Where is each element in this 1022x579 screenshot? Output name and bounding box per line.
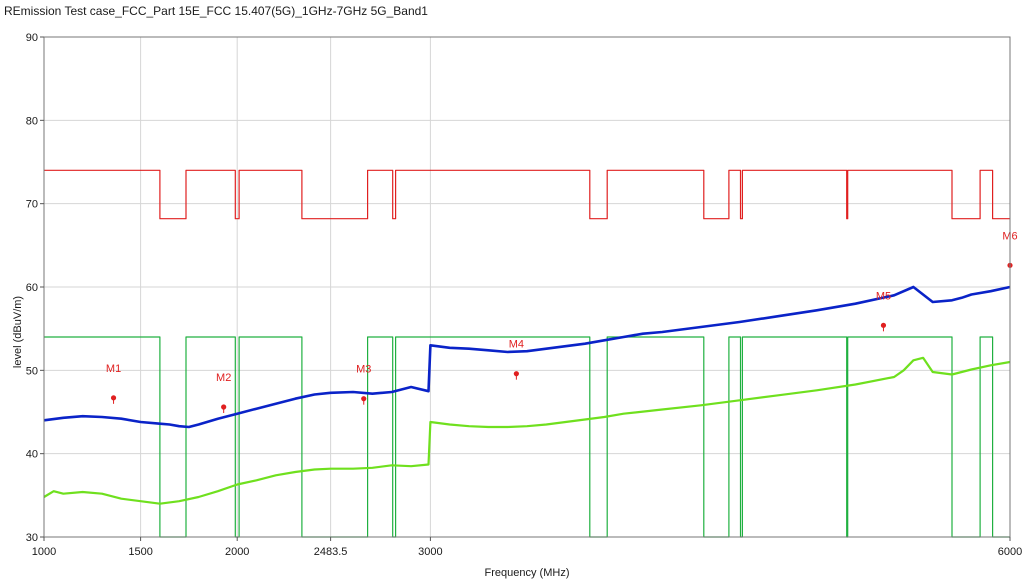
x-tick-label: 1500 xyxy=(128,546,152,558)
chart-title: REmission Test case_FCC_Part 15E_FCC 15.… xyxy=(4,4,428,18)
x-axis-label: Frequency (MHz) xyxy=(485,567,570,579)
x-tick-label: 2483.5 xyxy=(314,546,348,558)
x-tick-label: 2000 xyxy=(225,546,249,558)
marker-point xyxy=(880,322,887,328)
marker-label: M3 xyxy=(356,364,371,376)
y-tick-label: 70 xyxy=(26,199,38,211)
marker-point xyxy=(513,371,519,377)
x-axis: 1000 1500 2000 2483.5 3000 6000 xyxy=(32,537,1022,558)
x-tick-label: 1000 xyxy=(32,546,56,558)
y-tick-label: 30 xyxy=(26,532,38,544)
x-tick-label: 3000 xyxy=(418,546,442,558)
y-tick-label: 40 xyxy=(26,449,38,461)
marker-label: M5 xyxy=(876,290,891,302)
average-limit-line xyxy=(44,336,1010,538)
y-axis-label: level (dBuV/m) xyxy=(12,296,24,368)
y-tick-label: 90 xyxy=(26,32,38,44)
marker-label: M4 xyxy=(509,339,524,351)
y-tick-label: 50 xyxy=(26,365,38,377)
marker-point xyxy=(361,396,367,402)
grid-lines xyxy=(43,36,1011,538)
marker-label: M1 xyxy=(106,363,121,375)
peak-limit-line xyxy=(44,169,1010,220)
marker-point xyxy=(110,395,117,401)
series-group xyxy=(43,169,1011,538)
average-line xyxy=(43,356,1011,505)
y-tick-label: 80 xyxy=(26,115,38,127)
y-tick-label: 60 xyxy=(26,282,38,294)
marker-label: M2 xyxy=(216,372,231,384)
y-axis: 30 40 50 60 70 80 90 xyxy=(26,32,44,544)
peak-line xyxy=(43,285,1011,429)
marker-point xyxy=(221,404,227,410)
x-tick-label: 6000 xyxy=(998,546,1022,558)
